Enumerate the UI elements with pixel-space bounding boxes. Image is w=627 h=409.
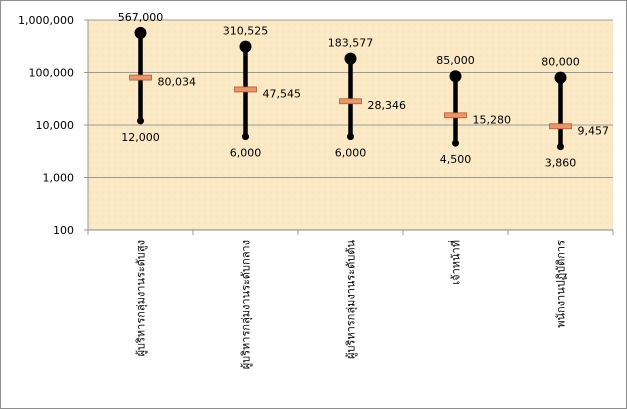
average-marker [339, 98, 362, 105]
y-tick-label: 100,000 [29, 67, 75, 80]
low-data-label: 6,000 [230, 147, 262, 160]
category-label: พนักงานปฏิบัติการ [555, 240, 568, 328]
category-label: ผู้บริหารกลุ่มงานระดับต้น [345, 240, 358, 359]
high-data-label: 310,525 [223, 25, 269, 38]
low-marker [347, 133, 354, 141]
high-data-label: 567,000 [118, 11, 164, 24]
high-marker [239, 40, 252, 53]
average-data-label: 47,545 [263, 87, 302, 100]
low-data-label: 4,500 [440, 153, 472, 166]
average-marker [549, 123, 572, 130]
low-data-label: 6,000 [335, 147, 367, 160]
y-tick-label: 1,000 [43, 172, 75, 185]
y-tick-label: 1,000,000 [18, 14, 74, 27]
high-data-label: 80,000 [541, 56, 580, 69]
y-axis-ticks: 1,000,000 100,000 10,000 1,000 100 [18, 14, 74, 237]
y-tick-label: 10,000 [36, 119, 75, 132]
low-data-label: 12,000 [121, 131, 160, 144]
high-marker [134, 26, 147, 39]
high-marker [554, 71, 567, 84]
low-marker [137, 117, 144, 125]
y-tick-label: 100 [53, 224, 74, 237]
low-marker [242, 133, 249, 141]
high-data-label: 183,577 [328, 37, 374, 50]
category-label: ผู้บริหารกลุ่มงานระดับกลาง [240, 240, 253, 369]
category-label: ผู้บริหารกลุ่มงานระดับสูง [135, 240, 148, 356]
low-data-label: 3,860 [545, 157, 577, 170]
average-marker [444, 112, 467, 119]
x-axis-categories: ผู้บริหารกลุ่มงานระดับสูง ผู้บริหารกลุ่มง… [135, 240, 568, 370]
average-marker [234, 86, 257, 93]
low-marker [557, 143, 564, 151]
category-label: เจ้าหน้าที่ [448, 240, 463, 285]
low-marker [452, 139, 459, 147]
high-marker [449, 70, 462, 83]
average-data-label: 15,280 [473, 113, 512, 126]
high-marker [344, 52, 357, 65]
average-data-label: 9,457 [578, 124, 610, 137]
average-data-label: 80,034 [158, 76, 197, 89]
average-data-label: 28,346 [368, 99, 407, 112]
high-data-label: 85,000 [436, 54, 475, 67]
series: 567,000 12,000 80,034 310,525 6,000 47,545 183… [118, 11, 609, 170]
average-marker [129, 74, 152, 81]
